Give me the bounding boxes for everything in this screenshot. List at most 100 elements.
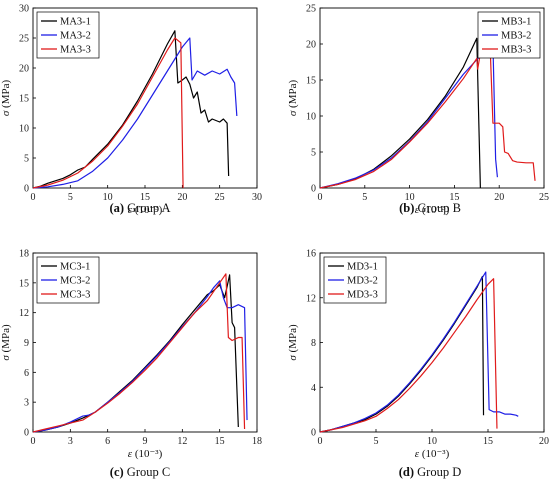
y-tick-label: 0 xyxy=(311,184,316,195)
y-axis-unit: (MPa) xyxy=(0,324,12,355)
caption-letter: (b) xyxy=(399,201,414,215)
x-tick-label: 5 xyxy=(362,192,367,203)
caption-text: Group A xyxy=(124,201,171,215)
x-tick-label: 5 xyxy=(68,192,73,203)
x-tick-label: 5 xyxy=(374,436,379,447)
x-tick-label: 6 xyxy=(105,436,110,447)
y-tick-label: 12 xyxy=(306,293,316,304)
x-tick-label: 0 xyxy=(318,192,323,203)
x-axis-label: ε (10⁻³) xyxy=(415,204,450,216)
x-axis-unit: (10⁻³) xyxy=(419,448,450,460)
x-tick-label: 10 xyxy=(103,192,113,203)
panel-caption: (a) Group A xyxy=(109,201,170,215)
x-tick-label: 18 xyxy=(252,436,262,447)
plot-frame xyxy=(319,7,545,189)
y-tick-label: 25 xyxy=(19,34,29,45)
legend-label: MB3-2 xyxy=(501,31,531,42)
series-line-mc3-2 xyxy=(32,280,248,433)
x-axis-symbol: ε xyxy=(128,448,133,460)
legend-label: MC3-1 xyxy=(60,262,90,273)
y-tick-label: 0 xyxy=(311,428,316,439)
y-tick-label: 15 xyxy=(306,76,316,87)
y-axis-symbol: σ xyxy=(0,110,12,116)
y-axis-symbol: σ xyxy=(287,355,299,361)
series-line-ma3-1 xyxy=(32,30,230,189)
y-tick-label: 12 xyxy=(19,308,29,319)
x-axis-unit: (10⁻³) xyxy=(132,448,163,460)
x-tick-label: 15 xyxy=(449,192,459,203)
panel-group-d: 0 5 10 15 20 0 4 8 12 16 σ (MPa) ε (10⁻³) MD3-1 MD3-2… xyxy=(287,249,549,480)
legend-label: MD3-1 xyxy=(347,262,378,273)
legend-label: MC3-3 xyxy=(60,290,90,301)
caption-text: Group B xyxy=(414,201,461,215)
series-line-md3-2 xyxy=(319,271,519,433)
x-tick-label: 10 xyxy=(427,436,437,447)
panel-caption: (c) Group C xyxy=(110,465,170,479)
y-tick-label: 20 xyxy=(306,40,316,51)
series-line-mb3-1 xyxy=(319,37,481,189)
x-axis-symbol: ε xyxy=(128,204,133,216)
y-axis-symbol: σ xyxy=(0,355,12,361)
x-tick-label: 0 xyxy=(31,436,36,447)
y-tick-label: 0 xyxy=(24,428,29,439)
y-axis-label: σ (MPa) xyxy=(0,324,12,361)
panel-group-b: 0 5 10 15 20 25 0 5 10 15 20 25 σ (MPa) ε (10⁻³) MB3-1… xyxy=(287,4,549,217)
y-axis-unit: (MPa) xyxy=(287,324,299,355)
y-axis-label: σ (MPa) xyxy=(287,324,299,361)
panel-caption: (d) Group D xyxy=(399,465,462,479)
x-tick-label: 25 xyxy=(539,192,549,203)
x-tick-label: 9 xyxy=(143,436,148,447)
x-tick-label: 10 xyxy=(405,192,415,203)
series-line-ma3-3 xyxy=(32,37,184,189)
x-axis-symbol: ε xyxy=(415,204,420,216)
y-tick-label: 20 xyxy=(19,64,29,75)
x-tick-label: 20 xyxy=(177,192,187,203)
x-axis-label: ε (10⁻³) xyxy=(128,448,163,460)
x-tick-label: 0 xyxy=(31,192,36,203)
y-tick-label: 0 xyxy=(24,184,29,195)
panel-group-a: 0 5 10 15 20 25 30 0 5 10 15 20 25 30 σ (MPa) ε (10⁻³) M… xyxy=(0,4,262,217)
series-line-mc3-1 xyxy=(32,274,239,433)
legend-label: MC3-2 xyxy=(60,276,90,287)
y-axis-label: σ (MPa) xyxy=(287,80,299,117)
x-tick-label: 25 xyxy=(215,192,225,203)
panel-group-c: 0 3 6 9 12 15 18 0 3 6 9 12 15 18 σ (MPa) ε (10⁻³) MC3-1… xyxy=(0,249,262,480)
legend-label: MD3-3 xyxy=(347,290,378,301)
y-tick-label: 10 xyxy=(19,124,29,135)
y-tick-label: 3 xyxy=(24,398,29,409)
series-line-mc3-3 xyxy=(32,273,246,433)
y-tick-label: 16 xyxy=(306,249,316,260)
x-tick-label: 15 xyxy=(483,436,493,447)
x-tick-label: 20 xyxy=(539,436,549,447)
x-axis-label: ε (10⁻³) xyxy=(128,204,163,216)
y-tick-label: 18 xyxy=(19,249,29,260)
y-tick-label: 8 xyxy=(311,338,316,349)
x-tick-label: 12 xyxy=(177,436,187,447)
legend-label: MB3-1 xyxy=(501,17,531,28)
y-axis-unit: (MPa) xyxy=(287,80,299,111)
y-tick-label: 15 xyxy=(19,94,29,105)
legend-label: MB3-3 xyxy=(501,45,531,56)
x-tick-label: 15 xyxy=(215,436,225,447)
caption-letter: (a) xyxy=(109,201,124,215)
y-axis-symbol: σ xyxy=(287,110,299,116)
x-tick-label: 0 xyxy=(318,436,323,447)
y-tick-label: 25 xyxy=(306,4,316,15)
y-axis-label: σ (MPa) xyxy=(0,80,12,117)
x-tick-label: 30 xyxy=(252,192,262,203)
legend-label: MA3-3 xyxy=(60,45,91,56)
x-axis-unit: (10⁻³) xyxy=(132,204,163,216)
legend-label: MA3-1 xyxy=(60,17,91,28)
caption-text: Group D xyxy=(414,465,461,479)
y-tick-label: 4 xyxy=(311,383,316,394)
x-tick-label: 3 xyxy=(68,436,73,447)
y-tick-label: 6 xyxy=(24,368,29,379)
y-tick-label: 30 xyxy=(19,4,29,15)
caption-text: Group C xyxy=(124,465,171,479)
y-tick-label: 5 xyxy=(311,148,316,159)
legend-label: MA3-2 xyxy=(60,31,91,42)
x-tick-label: 20 xyxy=(494,192,504,203)
legend-label: MD3-2 xyxy=(347,276,378,287)
series-line-ma3-2 xyxy=(32,37,238,189)
